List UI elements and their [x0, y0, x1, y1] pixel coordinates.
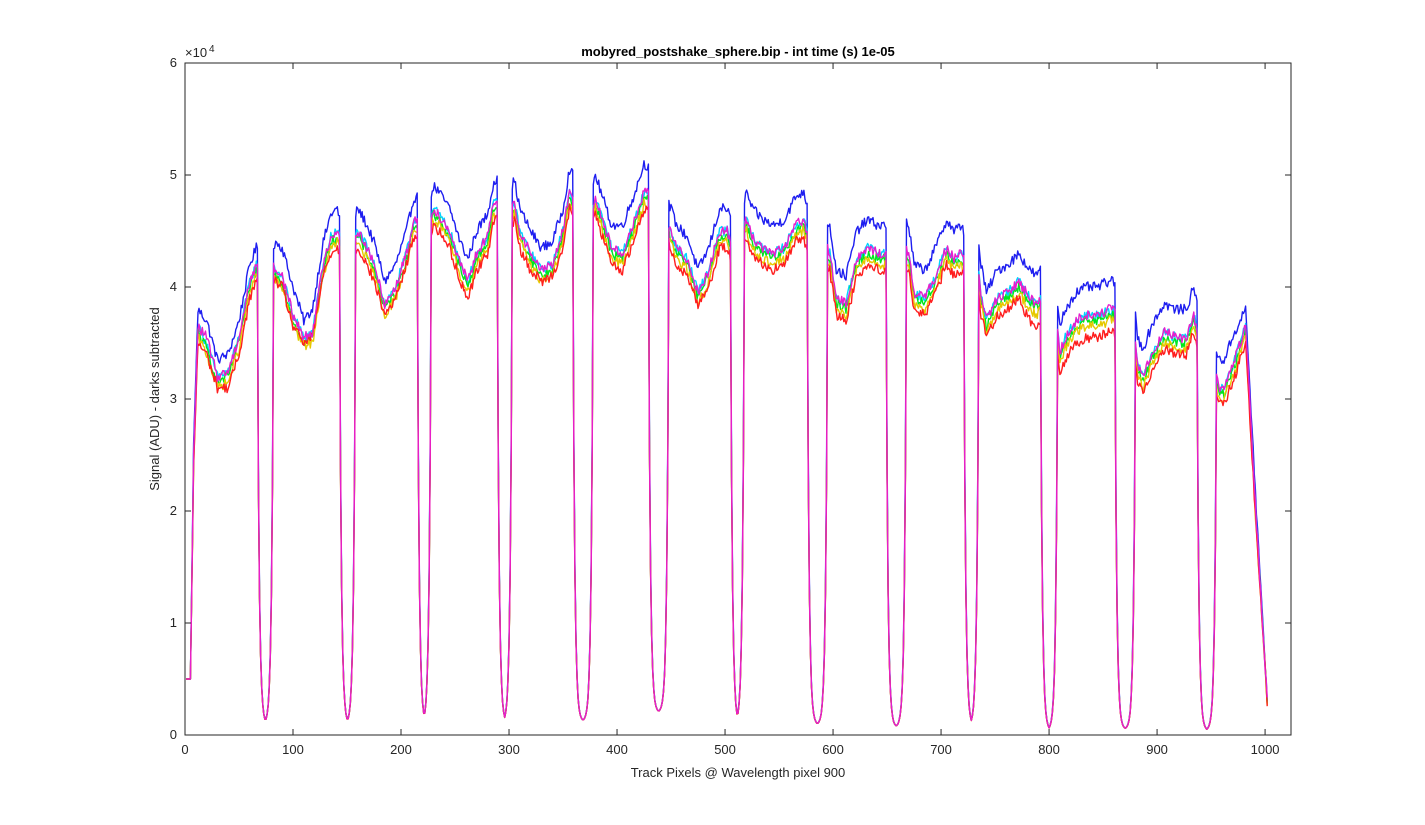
y-exponent-base: ×10	[185, 45, 207, 60]
x-tick-label: 200	[390, 742, 412, 757]
x-tick-label: 100	[282, 742, 304, 757]
series-line	[186, 198, 1268, 730]
x-tick-label: 0	[181, 742, 188, 757]
y-tick-label: 1	[170, 615, 177, 630]
x-axis-label: Track Pixels @ Wavelength pixel 900	[631, 765, 846, 780]
series-line	[186, 187, 1268, 730]
series-layer	[186, 160, 1268, 730]
chart-title: mobyred_postshake_sphere.bip - int time …	[581, 44, 895, 59]
series-line	[186, 160, 1268, 730]
series-line	[186, 203, 1268, 730]
y-tick-label: 2	[170, 503, 177, 518]
ticks-layer: 0 100 200 300 400 500 600 700 800 900 1000 0 1 2 3 4 5 6	[170, 55, 1291, 757]
x-tick-label: 700	[930, 742, 952, 757]
x-tick-label: 1000	[1251, 742, 1280, 757]
y-exponent-power: 4	[209, 44, 215, 55]
y-tick-label: 4	[170, 279, 177, 294]
x-tick-label: 600	[822, 742, 844, 757]
x-tick-label: 300	[498, 742, 520, 757]
x-tick-label: 900	[1146, 742, 1168, 757]
x-tick-label: 400	[606, 742, 628, 757]
y-tick-label: 6	[170, 55, 177, 70]
y-axis-label: Signal (ADU) - darks subtracted	[147, 307, 162, 491]
y-tick-label: 0	[170, 727, 177, 742]
x-tick-label: 500	[714, 742, 736, 757]
y-exponent-label: ×10 4	[185, 44, 215, 60]
x-tick-label: 800	[1038, 742, 1060, 757]
y-tick-label: 5	[170, 167, 177, 182]
y-tick-label: 3	[170, 391, 177, 406]
